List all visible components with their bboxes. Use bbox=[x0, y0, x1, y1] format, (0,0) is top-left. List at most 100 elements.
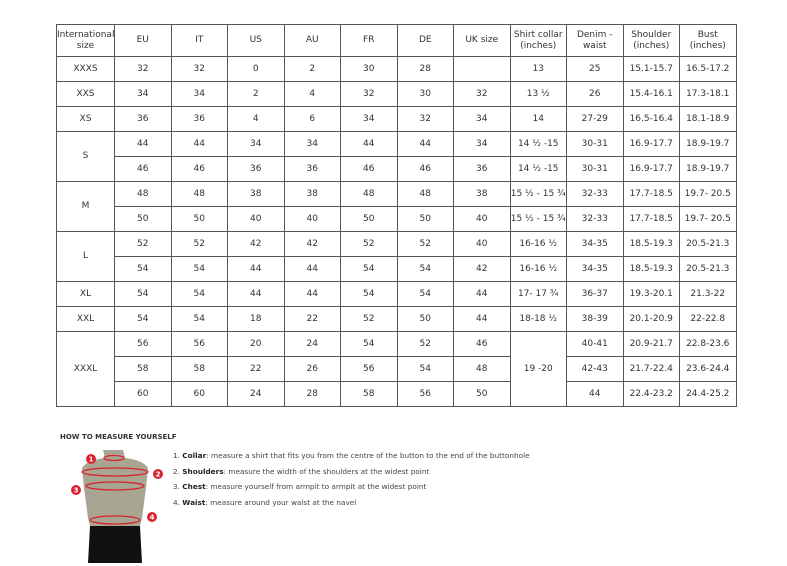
table-row: XXXS 32 32 0 2 30 28 13 25 15.1-15.7 16.5-17.2 bbox=[56, 56, 737, 82]
table-cell: 18.9-19.7 bbox=[679, 156, 737, 182]
table-cell: 46 bbox=[170, 156, 228, 182]
table-cell: 48 bbox=[453, 356, 511, 382]
table-cell: 16.9-17.7 bbox=[622, 156, 680, 182]
international-size-cell: XXXL bbox=[56, 331, 115, 407]
table-cell: 17- 17 ¾ bbox=[509, 281, 567, 307]
table-cell: 54 bbox=[396, 356, 454, 382]
table-cell: 16.9-17.7 bbox=[622, 131, 680, 157]
header-row: International size EU IT US AU FR DE UK size Shi… bbox=[56, 24, 737, 57]
table-cell: 54 bbox=[170, 281, 228, 307]
table-cell: 0 bbox=[227, 56, 285, 82]
step-waist: 4. Waist: measure around your waist at t… bbox=[173, 497, 357, 507]
table-cell: 40 bbox=[453, 231, 511, 257]
table-cell: 34 bbox=[340, 106, 398, 132]
table-cell: 16-16 ½ bbox=[509, 256, 567, 282]
table-row: XXXL 56 56 20 24 54 52 46 19 -20 40-41 20.9-21.7 22… bbox=[56, 331, 737, 407]
table-cell: 26 bbox=[283, 356, 341, 382]
table-cell: 54 bbox=[340, 281, 398, 307]
table-cell: 34 bbox=[453, 106, 511, 132]
table-row: XXS 34 34 2 4 32 30 32 13 ½ 26 15.4-16.1 17.3-18.1 bbox=[56, 81, 737, 107]
table-cell: 34 bbox=[453, 131, 511, 157]
table-cell: 14 ½ -15 bbox=[509, 156, 567, 182]
shorts-illustration bbox=[88, 526, 142, 563]
table-cell: 27-29 bbox=[566, 106, 624, 132]
table-cell: 38 bbox=[453, 181, 511, 207]
table-cell: 21.3-22 bbox=[679, 281, 737, 307]
table-cell: 46 bbox=[396, 156, 454, 182]
table-cell: 54 bbox=[170, 256, 228, 282]
table-cell: 52 bbox=[396, 231, 454, 257]
table-cell: 56 bbox=[170, 331, 228, 357]
table-row: 54 54 44 44 54 54 42 16-16 ½ 34-35 18.5-19.3 20.5-… bbox=[57, 256, 737, 282]
marker-3: 3 bbox=[74, 487, 79, 495]
table-cell: 32 bbox=[114, 56, 172, 82]
table-cell: 18.5-19.3 bbox=[622, 231, 680, 257]
table-cell: 54 bbox=[114, 256, 172, 282]
table-cell: 4 bbox=[283, 81, 341, 107]
table-cell: 36 bbox=[170, 106, 228, 132]
table-cell: 2 bbox=[227, 81, 285, 107]
size-chart-table: International size EU IT US AU FR DE UK size Shi… bbox=[56, 24, 737, 407]
table-cell: 20.9-21.7 bbox=[622, 331, 680, 357]
table-cell: 30-31 bbox=[566, 156, 624, 182]
column-header: UK size bbox=[453, 24, 511, 57]
table-cell: 36 bbox=[453, 156, 511, 182]
international-size-cell: XL bbox=[56, 281, 115, 307]
table-cell: 14 bbox=[509, 106, 567, 132]
table-cell: 23.6-24.4 bbox=[679, 356, 737, 382]
table-cell: 56 bbox=[340, 356, 398, 382]
table-cell: 16.5-17.2 bbox=[679, 56, 737, 82]
table-cell: 52 bbox=[340, 306, 398, 332]
table-cell: 44 bbox=[283, 256, 341, 282]
table-cell: 17.3-18.1 bbox=[679, 81, 737, 107]
table-cell: 42 bbox=[283, 231, 341, 257]
table-cell: 54 bbox=[396, 281, 454, 307]
table-row: XL 54 54 44 44 54 54 44 17- 17 ¾ 36-37 19.3-20.1 21… bbox=[56, 281, 737, 307]
table-cell: 34 bbox=[114, 81, 172, 107]
table-cell: 44 bbox=[453, 306, 511, 332]
table-cell: 38 bbox=[283, 181, 341, 207]
table-cell: 50 bbox=[453, 381, 511, 407]
table-cell: 14 ½ -15 bbox=[509, 131, 567, 157]
table-cell: 52 bbox=[114, 231, 172, 257]
table-cell: 20.1-20.9 bbox=[622, 306, 680, 332]
table-cell: 46 bbox=[453, 331, 511, 357]
table-cell: 26 bbox=[566, 81, 624, 107]
table-cell: 34-35 bbox=[566, 231, 624, 257]
table-cell: 42-43 bbox=[566, 356, 624, 382]
table-cell: 50 bbox=[170, 206, 228, 232]
table-cell: 58 bbox=[170, 356, 228, 382]
table-cell: 24 bbox=[283, 331, 341, 357]
table-row: 50 50 40 40 50 50 40 15 ½ - 15 ¾ 32-33 17.7-18.5 1… bbox=[57, 206, 737, 232]
table-cell: 20 bbox=[227, 331, 285, 357]
column-header: US bbox=[227, 24, 285, 57]
table-cell: 15 ½ - 15 ¾ bbox=[509, 181, 567, 207]
column-header: Shirt collar (inches) bbox=[509, 24, 567, 57]
table-cell: 32 bbox=[340, 81, 398, 107]
table-row: 58 58 22 26 56 54 48 42-43 21.7-22.4 23.6-24.4 bbox=[57, 356, 737, 382]
table-cell: 18 bbox=[227, 306, 285, 332]
table-cell: 44 bbox=[170, 131, 228, 157]
table-cell: 18.9-19.7 bbox=[679, 131, 737, 157]
table-cell: 32-33 bbox=[566, 206, 624, 232]
international-size-cell: M bbox=[56, 181, 115, 232]
table-cell: 19.7- 20.5 bbox=[679, 181, 737, 207]
table-cell: 50 bbox=[396, 206, 454, 232]
column-header: Bust (inches) bbox=[679, 24, 737, 57]
table-row: XXL 54 54 18 22 52 50 44 18-18 ½ 38-39 20.1-20.9 22… bbox=[56, 306, 737, 332]
table-cell: 32 bbox=[396, 106, 454, 132]
table-cell: 44 bbox=[227, 281, 285, 307]
marker-2: 2 bbox=[156, 471, 161, 479]
international-size-cell: XXXS bbox=[56, 56, 115, 82]
table-cell: 54 bbox=[340, 256, 398, 282]
table-cell: 28 bbox=[283, 381, 341, 407]
table-cell: 21.7-22.4 bbox=[622, 356, 680, 382]
table-cell: 30-31 bbox=[566, 131, 624, 157]
international-size-cell: XXS bbox=[56, 81, 115, 107]
table-cell: 13 ½ bbox=[509, 81, 567, 107]
column-header: DE bbox=[396, 24, 454, 57]
table-cell: 19.3-20.1 bbox=[622, 281, 680, 307]
table-cell bbox=[453, 56, 511, 82]
table-cell: 36-37 bbox=[566, 281, 624, 307]
table-cell: 19.7- 20.5 bbox=[679, 206, 737, 232]
